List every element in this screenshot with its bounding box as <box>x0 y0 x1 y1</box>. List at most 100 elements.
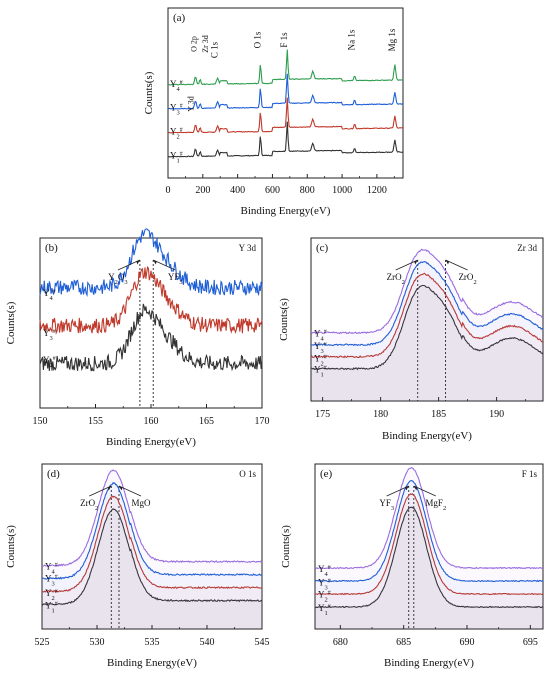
peak-label-7: Mg 1s <box>387 28 397 51</box>
panel-c: 175 180 185 190 Binding Energy(eV) Counts(s) (… <box>275 225 550 450</box>
series-label-b-1: Y3# <box>43 328 56 342</box>
element-label-b: Y 3d <box>239 243 257 253</box>
panel-d: 525 530 535 540 545 Binding Energy(eV) Counts(… <box>0 450 275 676</box>
peak-label-0: O 2p <box>189 36 198 52</box>
x-tick-label-e-3: 695 <box>523 637 538 648</box>
panel-label-b: (b) <box>45 242 58 254</box>
peak-label-6: Na 1s <box>347 29 357 50</box>
series-fill-e-2 <box>315 480 543 629</box>
x-tick-label-c-3: 190 <box>489 409 504 420</box>
series-fill-c-0 <box>311 285 543 401</box>
x-tick-label-b-1: 155 <box>88 416 103 427</box>
annotation-label-d-1: MgO <box>131 498 151 508</box>
chart-b-svg: 150 155 160 165 170 Binding Energy(eV) Counts(… <box>5 228 270 448</box>
annotation-arrowhead-c-1 <box>445 260 450 265</box>
series-label-e-1: Y2# <box>318 590 331 604</box>
y-axis-label-b: Counts(s) <box>5 301 17 344</box>
annotation-label-b-1: YF3 <box>168 272 183 286</box>
annotation-arrow-b-1 <box>153 259 176 271</box>
series-label-c-3: Y4# <box>314 328 327 342</box>
series-line-e-3 <box>314 466 544 570</box>
x-tick-label-d-2: 535 <box>145 637 160 648</box>
series-line-d-2 <box>42 481 263 580</box>
x-axis-label-e: Binding Energy(eV) <box>384 657 474 669</box>
panel-label-c: (c) <box>316 242 329 254</box>
x-axis-label-a: Binding Energy(eV) <box>241 205 331 217</box>
series-label-a-1: Y2# <box>170 127 183 141</box>
x-tick-label-d-1: 530 <box>90 637 105 648</box>
annotation-arrow-c-1 <box>445 259 468 271</box>
series-line-b-0 <box>39 303 263 372</box>
x-axis-label-d: Binding Energy(eV) <box>107 657 197 669</box>
series-line-a-1 <box>167 97 403 134</box>
annotation-arrow-b-0 <box>117 259 141 271</box>
series-label-b-0: Y2# <box>43 355 56 369</box>
panel-label-a: (a) <box>173 12 186 24</box>
annotation-arrowhead-b-0 <box>136 260 140 265</box>
series-line-c-0 <box>310 284 544 371</box>
series-label-d-1: Y2# <box>45 588 58 602</box>
y-axis-label-e: Counts(s) <box>280 525 292 568</box>
x-tick-label-c-1: 180 <box>373 409 388 420</box>
annotation-label-c-0: ZrO2 <box>387 272 405 286</box>
series-line-e-2 <box>314 480 544 583</box>
series-line-d-3 <box>41 469 263 567</box>
series-label-d-3: Y4# <box>45 561 58 575</box>
series-fill-d-1 <box>42 496 262 629</box>
series-fill-e-3 <box>315 467 543 629</box>
annotation-arrowhead-c-0 <box>414 260 418 265</box>
series-fill-d-3 <box>42 470 262 629</box>
annotation-label-b-0: Y2O3 <box>108 272 127 286</box>
x-tick-label-a-0: 0 <box>166 185 171 196</box>
series-label-e-2: Y3# <box>318 577 331 591</box>
x-tick-label-e-0: 680 <box>333 637 348 648</box>
x-tick-label-d-3: 540 <box>200 637 215 648</box>
y-axis-label-c: Counts(s) <box>278 298 290 341</box>
x-tick-label-a-5: 1000 <box>332 185 352 196</box>
x-tick-label-b-2: 160 <box>144 416 159 427</box>
peak-label-3: C 1s <box>210 41 220 58</box>
annotation-arrow-d-0 <box>89 485 112 497</box>
element-label-c: Zr 3d <box>517 243 537 253</box>
annotation-arrowhead-e-1 <box>413 486 418 491</box>
x-tick-label-e-1: 685 <box>396 637 411 648</box>
x-tick-label-b-0: 150 <box>33 416 48 427</box>
chart-e-svg: 680 685 690 695 Binding Energy(eV) Counts(s) (… <box>280 463 544 669</box>
series-fill-c-3 <box>311 249 543 401</box>
peak-label-2: Y 3d <box>187 96 196 111</box>
series-label-c-0: Y1# <box>314 365 327 379</box>
series-line-d-0 <box>41 508 263 606</box>
x-axis-label-c: Binding Energy(eV) <box>382 430 472 442</box>
x-axis-label-b: Binding Energy(eV) <box>106 436 196 448</box>
series-line-a-0 <box>167 121 403 158</box>
x-tick-label-d-4: 545 <box>255 637 270 648</box>
annotation-label-e-0: YF3 <box>379 498 394 512</box>
annotation-arrowhead-d-0 <box>107 486 112 491</box>
x-tick-label-b-4: 170 <box>255 416 270 427</box>
series-fill-c-2 <box>311 261 543 401</box>
x-tick-label-d-0: 525 <box>35 637 50 648</box>
annotation-label-d-0: ZrO2 <box>80 498 98 512</box>
series-line-b-2 <box>39 228 263 298</box>
panel-label-d: (d) <box>47 468 60 480</box>
series-label-d-0: Y1# <box>45 601 58 615</box>
series-label-e-0: Y1# <box>318 603 331 617</box>
annotation-arrow-c-0 <box>395 259 418 271</box>
series-line-e-0 <box>314 506 544 609</box>
plot-frame-e <box>314 463 544 630</box>
y-axis-label-d: Counts(s) <box>5 525 17 568</box>
annotation-label-e-1: MgF2 <box>425 498 446 512</box>
series-fill-d-0 <box>42 508 262 629</box>
peak-label-1: Zr 3d <box>201 35 210 53</box>
series-fill-d-2 <box>42 482 262 629</box>
annotation-arrow-e-1 <box>413 485 436 497</box>
series-line-c-2 <box>310 261 544 347</box>
series-line-b-1 <box>39 265 263 335</box>
annotation-arrow-d-1 <box>118 485 142 497</box>
x-tick-label-c-2: 185 <box>431 409 446 420</box>
series-label-b-2: Y4# <box>43 288 56 302</box>
x-tick-label-c-0: 175 <box>315 409 330 420</box>
annotation-label-c-1: ZrO2 <box>458 272 476 286</box>
chart-d-svg: 525 530 535 540 545 Binding Energy(eV) Counts(… <box>5 463 270 669</box>
x-tick-label-a-2: 400 <box>230 185 245 196</box>
